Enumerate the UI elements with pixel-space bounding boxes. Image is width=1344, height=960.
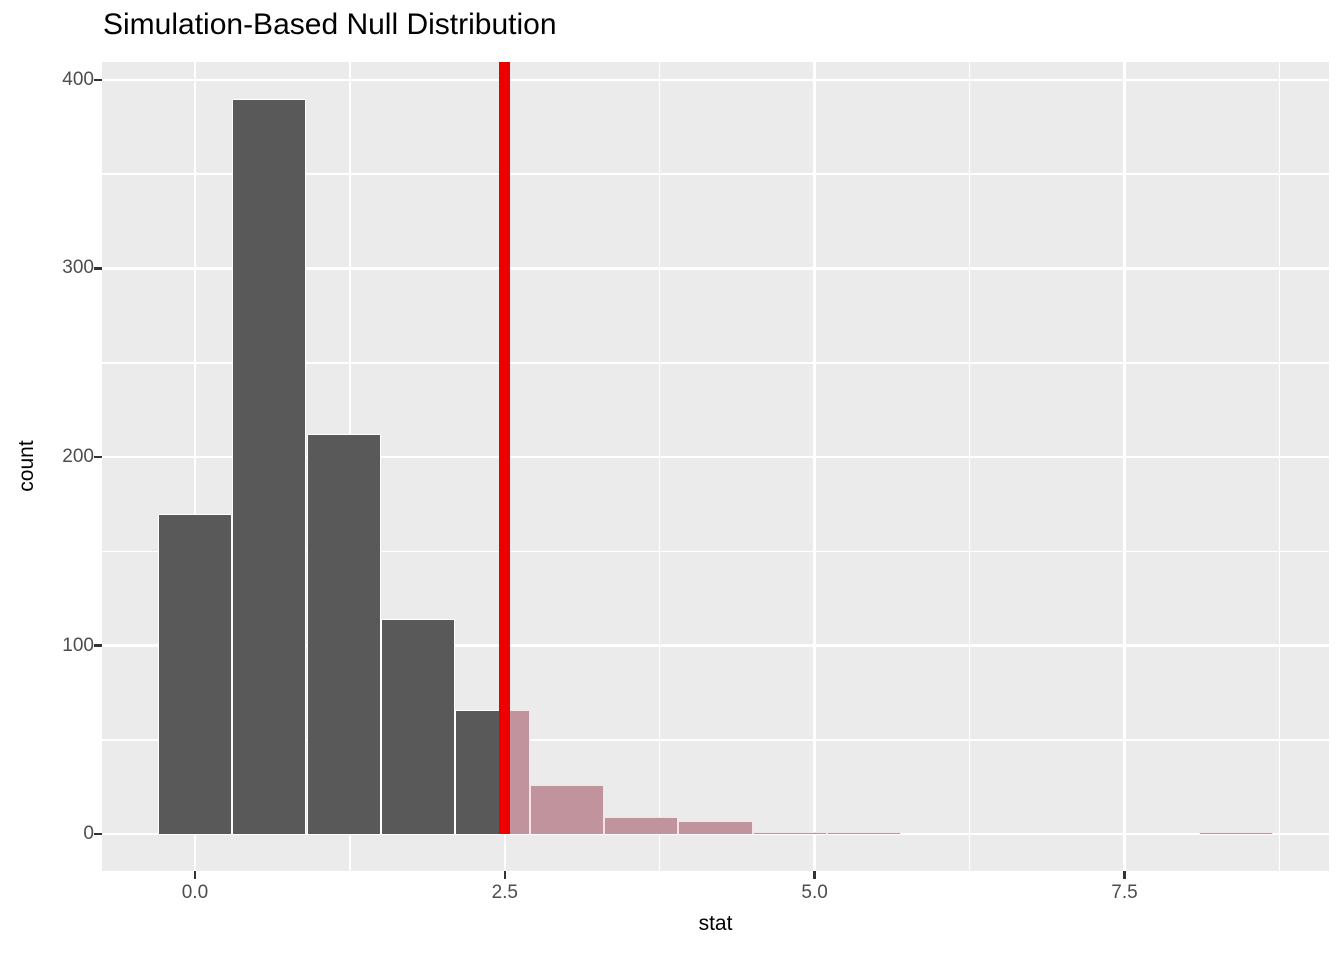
x-minor-gridline	[968, 62, 971, 871]
x-axis-tick	[503, 871, 507, 879]
y-axis-title: count	[15, 440, 38, 492]
y-axis-tick-label: 0	[83, 823, 94, 845]
y-minor-gridline	[102, 362, 1329, 364]
y-axis-tick-label: 100	[62, 634, 94, 656]
histogram-bar-pvalue	[752, 832, 828, 835]
histogram-bar-null	[306, 434, 381, 835]
x-axis-tick	[813, 871, 816, 879]
x-axis-tick-label: 7.5	[1111, 882, 1138, 903]
y-axis-tick-label: 400	[62, 68, 94, 90]
x-major-gridline	[193, 62, 197, 871]
x-axis-tick-label: 5.0	[801, 882, 828, 903]
x-axis-tick-label: 0.0	[181, 882, 209, 903]
plot-panel	[102, 62, 1329, 871]
x-minor-gridline	[1278, 62, 1281, 871]
x-major-gridline	[1123, 62, 1126, 871]
x-axis-tick	[1123, 871, 1126, 879]
histogram-bar-null	[232, 98, 307, 835]
observed-stat-line	[499, 62, 511, 835]
y-major-gridline	[102, 832, 1329, 836]
y-major-gridline	[102, 267, 1329, 270]
y-axis-tick	[94, 455, 102, 459]
x-major-gridline	[813, 62, 816, 871]
y-axis-tick	[94, 644, 102, 647]
y-axis-tick-label: 300	[62, 257, 94, 279]
y-major-gridline	[102, 455, 1329, 459]
y-minor-gridline	[102, 173, 1329, 175]
y-major-gridline	[102, 78, 1329, 82]
x-axis-title: stat	[698, 912, 733, 935]
histogram-bar-pvalue	[1198, 832, 1274, 835]
histogram-bar-pvalue	[529, 785, 604, 835]
y-axis-tick	[94, 267, 102, 270]
y-axis-tick	[94, 832, 102, 836]
y-minor-gridline	[102, 739, 1329, 741]
y-axis-tick	[94, 78, 102, 82]
histogram-bar-pvalue	[678, 821, 753, 835]
y-minor-gridline	[102, 550, 1329, 553]
x-axis-tick	[193, 871, 197, 879]
x-minor-gridline	[658, 62, 661, 871]
histogram-bar-null	[380, 619, 456, 835]
chart-title: Simulation-Based Null Distribution	[103, 8, 557, 41]
histogram-bar-pvalue	[603, 817, 679, 835]
x-axis-tick-label: 2.5	[491, 882, 518, 903]
histogram-bar-pvalue	[827, 832, 902, 835]
histogram-bar-null	[157, 513, 233, 835]
y-major-gridline	[102, 644, 1329, 647]
y-axis-tick-label: 200	[62, 446, 94, 468]
